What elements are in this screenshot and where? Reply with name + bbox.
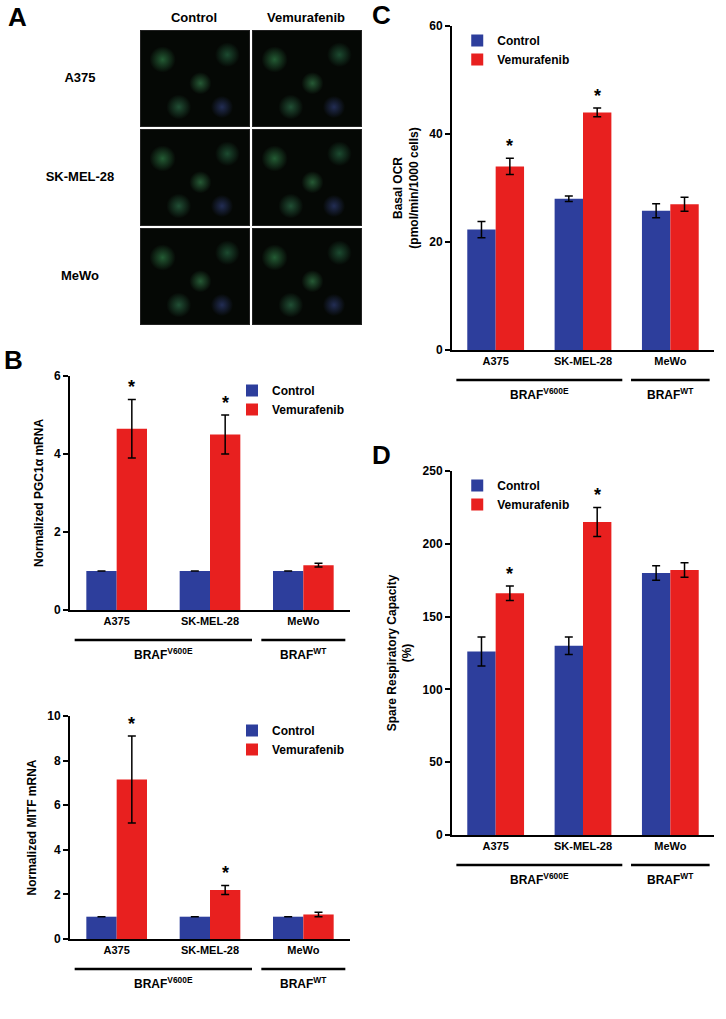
svg-text:*: * xyxy=(506,136,513,156)
svg-text:SK-MEL-28: SK-MEL-28 xyxy=(181,944,239,956)
svg-text:0: 0 xyxy=(54,603,61,617)
svg-text:Vemurafenib: Vemurafenib xyxy=(497,498,569,512)
svg-text:50: 50 xyxy=(429,755,443,769)
svg-text:Control: Control xyxy=(497,34,540,48)
svg-text:MeWo: MeWo xyxy=(654,355,686,367)
svg-text:SK-MEL-28: SK-MEL-28 xyxy=(554,355,612,367)
html-text:D: D xyxy=(372,440,391,470)
svg-text:2: 2 xyxy=(54,525,61,539)
svg-text:6: 6 xyxy=(54,798,61,812)
svg-text:BRAF​V600E​: BRAF​V600E​ xyxy=(134,646,193,662)
svg-text:*: * xyxy=(594,86,601,106)
svg-text:200: 200 xyxy=(423,537,443,551)
svg-text:4: 4 xyxy=(54,843,61,857)
svg-text:0: 0 xyxy=(436,343,443,357)
html-text:C: C xyxy=(372,0,391,30)
svg-text:Normalized PGC1α mRNA: Normalized PGC1α mRNA xyxy=(32,419,46,567)
svg-text:*: * xyxy=(594,485,601,505)
svg-text:*: * xyxy=(128,377,135,397)
svg-text:A375: A375 xyxy=(483,355,509,367)
svg-text:*: * xyxy=(506,564,513,584)
svg-text:MeWo: MeWo xyxy=(287,944,319,956)
svg-text:BRAF​WT​: BRAF​WT​ xyxy=(280,975,327,991)
svg-text:SK-MEL-28: SK-MEL-28 xyxy=(554,840,612,852)
svg-text:Vemurafenib: Vemurafenib xyxy=(497,53,569,67)
svg-text:Normalized MITF mRNA: Normalized MITF mRNA xyxy=(25,759,39,895)
svg-text:BRAF​WT​: BRAF​WT​ xyxy=(280,646,327,662)
html-text:B: B xyxy=(4,345,23,375)
svg-text:Control: Control xyxy=(497,479,540,493)
html-text:Vemurafenib: Vemurafenib xyxy=(267,10,345,25)
svg-text:250: 250 xyxy=(423,464,443,478)
svg-text:100: 100 xyxy=(423,683,443,697)
svg-text:Spare Respiratory Capacity(%): Spare Respiratory Capacity(%) xyxy=(385,574,415,731)
svg-text:*: * xyxy=(128,714,135,734)
svg-text:*: * xyxy=(222,393,229,413)
svg-text:Basal OCR(pmol/min/1000 cells): Basal OCR(pmol/min/1000 cells) xyxy=(391,127,421,248)
svg-text:Control: Control xyxy=(272,384,315,398)
svg-text:BRAF​V600E​: BRAF​V600E​ xyxy=(134,975,193,991)
svg-text:8: 8 xyxy=(54,754,61,768)
html-text:SK-MEL-28: SK-MEL-28 xyxy=(45,168,115,184)
svg-text:SK-MEL-28: SK-MEL-28 xyxy=(181,615,239,627)
html-text:Control: Control xyxy=(170,10,218,25)
svg-text:0: 0 xyxy=(436,828,443,842)
svg-text:10: 10 xyxy=(47,709,61,723)
svg-text:0: 0 xyxy=(54,932,61,946)
svg-text:MeWo: MeWo xyxy=(287,615,319,627)
svg-text:BRAF​WT​: BRAF​WT​ xyxy=(647,386,694,402)
svg-text:BRAF​V600E​: BRAF​V600E​ xyxy=(510,386,569,402)
svg-text:A375: A375 xyxy=(104,944,130,956)
svg-text:40: 40 xyxy=(429,127,443,141)
html-text:MeWo: MeWo xyxy=(61,267,99,283)
svg-text:A375: A375 xyxy=(483,840,509,852)
svg-text:150: 150 xyxy=(423,610,443,624)
svg-text:4: 4 xyxy=(54,447,61,461)
svg-text:60: 60 xyxy=(429,19,443,33)
svg-text:BRAF​WT​: BRAF​WT​ xyxy=(647,871,694,887)
svg-text:*: * xyxy=(222,863,229,883)
svg-text:2: 2 xyxy=(54,888,61,902)
svg-text:Control: Control xyxy=(272,724,315,738)
html-text:A375: A375 xyxy=(64,69,96,85)
svg-text:BRAF​V600E​: BRAF​V600E​ xyxy=(510,871,569,887)
svg-text:MeWo: MeWo xyxy=(654,840,686,852)
html-text:A: A xyxy=(8,2,27,32)
svg-text:6: 6 xyxy=(54,369,61,383)
svg-text:20: 20 xyxy=(429,235,443,249)
svg-text:A375: A375 xyxy=(104,615,130,627)
svg-text:Vemurafenib: Vemurafenib xyxy=(272,743,344,757)
svg-text:Vemurafenib: Vemurafenib xyxy=(272,403,344,417)
